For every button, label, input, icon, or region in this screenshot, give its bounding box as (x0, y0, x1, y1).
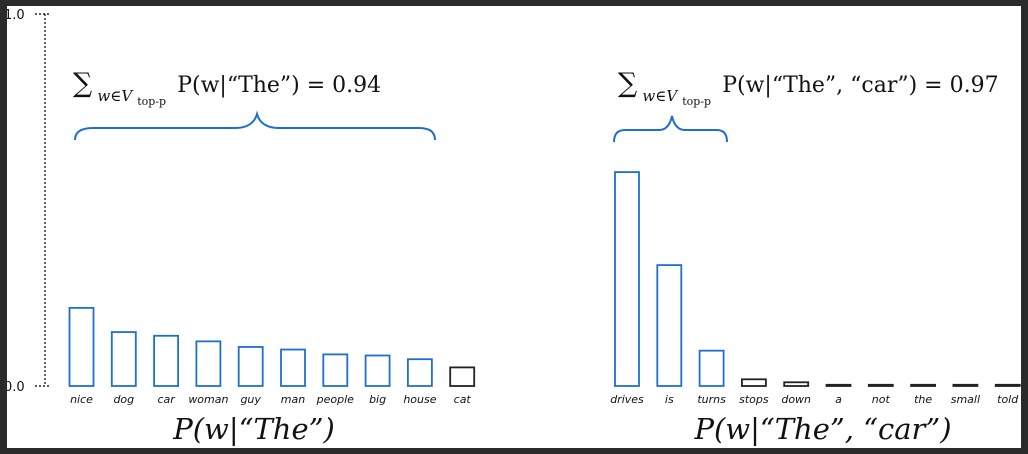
top-p-sampling-chart: 1.0 0.0 ∑ w∈V top-p P(w|“The”) = 0.94 ∑ … (7, 8, 1021, 446)
y-axis: 1.0 0.0 (7, 8, 51, 395)
left-tick-label-big: big (369, 393, 386, 406)
svg-text:∑ w∈V top-: ∑ w∈V top-p P(w|“The”, “car”) = 0.97 (618, 68, 999, 109)
right-bar-is (656, 264, 683, 387)
right-bar-not (867, 383, 894, 387)
left-bar-big (364, 354, 391, 387)
right-sum-expression: P(w|“The”, “car”) = 0.97 (722, 73, 998, 98)
left-top-p-annotation: ∑ w∈V top-p P(w|“The”) = 0.94 (73, 68, 436, 141)
right-tick-label-told: told (997, 393, 1019, 406)
left-brace (74, 110, 436, 141)
right-x-axis-label: P(w|“The”, “car”) (693, 412, 951, 446)
right-tick-label-down: down (781, 393, 811, 406)
y-tick-label-top: 1.0 (7, 8, 25, 23)
right-tick-label-small: small (951, 393, 980, 406)
right-bar-turns (698, 349, 725, 387)
right-tick-label-turns: turns (697, 393, 726, 406)
left-bar-series: nice dog car woman guy man people big house cat (68, 306, 476, 406)
left-bar-nice (68, 306, 95, 387)
left-tick-label-woman: woman (188, 393, 228, 406)
svg-text:∑ w∈V top-: ∑ w∈V top-p P(w|“The”) = 0.94 (73, 68, 381, 109)
left-bar-house (406, 358, 433, 387)
left-sum-subsubscript: top-p (137, 95, 166, 108)
left-x-axis-label: P(w|“The”) (172, 412, 335, 446)
right-sum-symbol: ∑ (618, 68, 637, 99)
right-tick-label-is: is (665, 393, 674, 406)
left-tick-label-car: car (157, 393, 176, 406)
left-sum-symbol: ∑ (73, 68, 92, 99)
left-sum-expression: P(w|“The”) = 0.94 (177, 73, 381, 98)
left-tick-label-people: people (316, 393, 355, 406)
left-bar-woman (195, 340, 222, 387)
left-tick-label-dog: dog (113, 393, 134, 406)
left-sum-subscript: w∈V (97, 87, 134, 105)
right-bar-the (910, 383, 936, 387)
right-bar-small (952, 383, 979, 387)
right-tick-label-a: a (835, 393, 842, 406)
right-bar-drives (614, 171, 640, 387)
left-tick-label-man: man (281, 393, 305, 406)
figure-canvas: 1.0 0.0 ∑ w∈V top-p P(w|“The”) = 0.94 ∑ … (7, 6, 1021, 448)
right-bar-series: drives is turns stops down a not the small told (610, 171, 1021, 406)
left-bar-man (280, 348, 306, 387)
left-tick-label-nice: nice (70, 393, 93, 406)
left-bar-people (322, 353, 349, 387)
left-bar-cat (449, 366, 476, 387)
right-tick-label-drives: drives (610, 393, 644, 406)
right-tick-label-not: not (872, 393, 891, 406)
right-brace (613, 115, 728, 143)
left-tick-label-guy: guy (240, 393, 261, 406)
right-tick-label-stops: stops (739, 393, 769, 406)
right-tick-label-the: the (914, 393, 932, 406)
left-tick-label-house: house (403, 393, 436, 406)
left-bar-car (153, 334, 180, 387)
right-top-p-annotation: ∑ w∈V top-p P(w|“The”, “car”) = 0.97 (613, 68, 999, 143)
right-bar-told (994, 383, 1021, 387)
right-sum-subscript: w∈V (642, 87, 679, 105)
right-sum-subsubscript: top-p (682, 95, 711, 108)
right-bar-down (783, 381, 810, 387)
right-bar-stops (741, 378, 767, 387)
left-tick-label-cat: cat (454, 393, 472, 406)
right-bar-a (825, 383, 852, 387)
y-tick-label-bottom: 0.0 (7, 380, 25, 395)
left-bar-guy (237, 346, 264, 387)
left-bar-dog (110, 331, 137, 387)
